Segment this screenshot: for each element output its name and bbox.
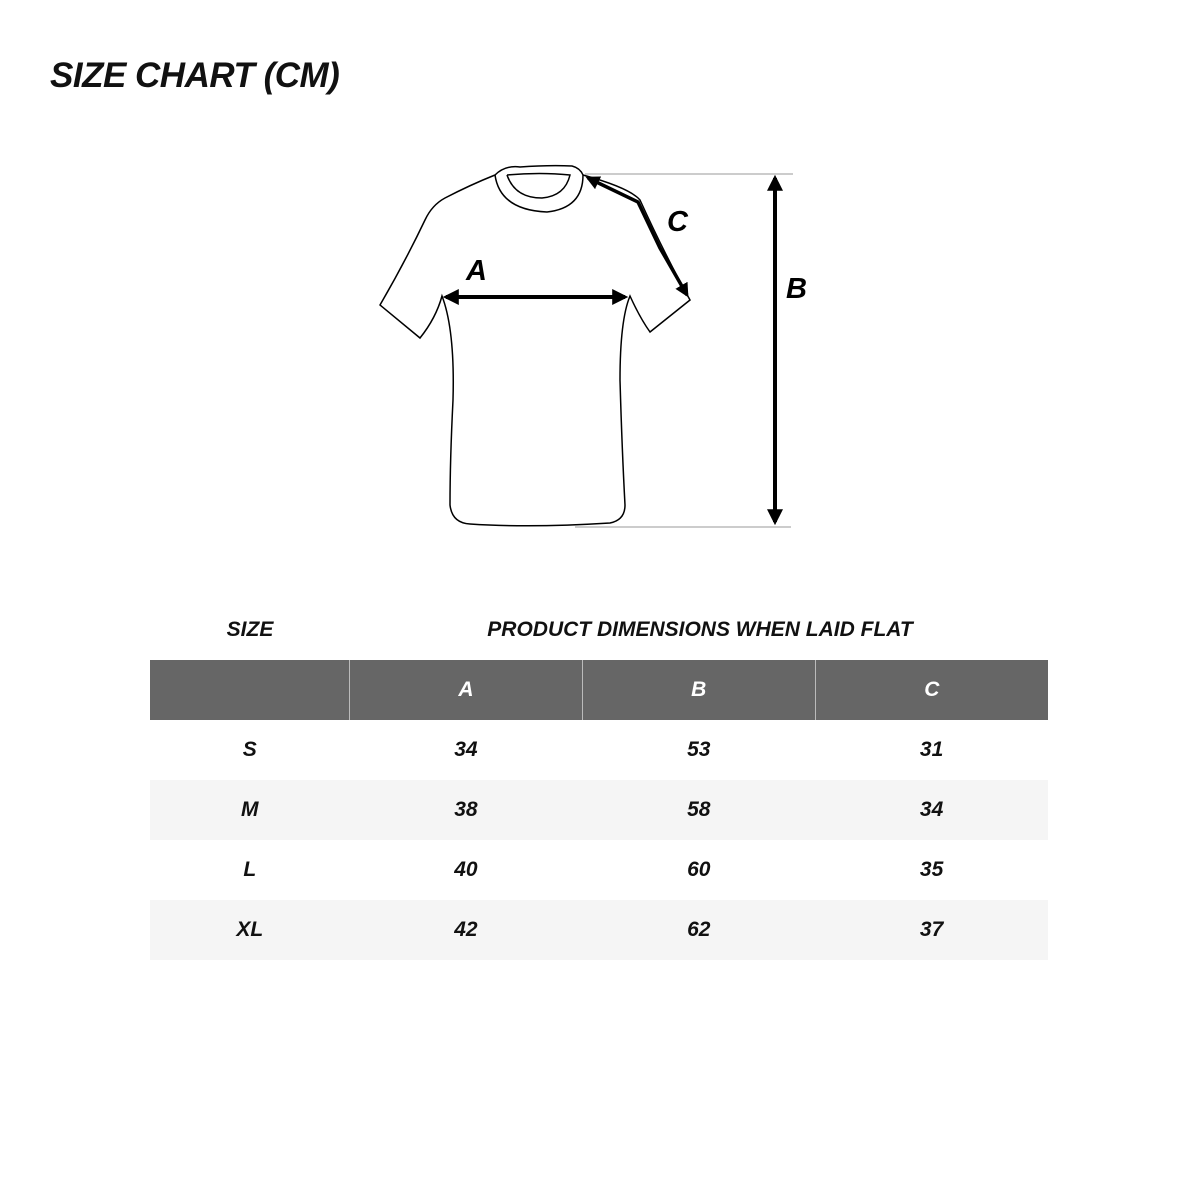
size-table: A B C S 34 53 31 M 38 58 34 L 40 60 35 X…: [150, 660, 1048, 960]
cell-c: 35: [919, 858, 944, 881]
header-size: [150, 660, 350, 720]
cell-a: 34: [454, 738, 478, 761]
arrow-c: [585, 176, 689, 298]
cell-size: L: [243, 858, 257, 881]
cell-size: M: [150, 780, 350, 840]
table-row: M 38 58 34: [150, 780, 1048, 840]
table-row: S 34 53 31: [150, 720, 1048, 780]
cell-b: 62: [582, 900, 816, 960]
cell-b: 60: [687, 858, 711, 881]
size-column-label: SIZE: [226, 618, 274, 641]
tshirt-diagram: A B C: [379, 164, 807, 528]
header-b: B: [581, 660, 816, 720]
cell-a: 38: [349, 780, 583, 840]
cell-size: S: [242, 738, 257, 761]
label-a: A: [465, 255, 487, 287]
cell-size: XL: [150, 900, 350, 960]
table-row: XL 42 62 37: [150, 900, 1048, 960]
dimensions-label: PRODUCT DIMENSIONS WHEN LAID FLAT: [487, 618, 913, 641]
cell-a: 40: [454, 858, 478, 881]
header-a: A: [349, 660, 583, 720]
cell-c: 31: [919, 738, 944, 761]
page-title: SIZE CHART (CM): [50, 56, 340, 95]
cell-c: 34: [815, 780, 1048, 840]
cell-b: 58: [582, 780, 816, 840]
label-c: C: [667, 206, 689, 238]
cell-b: 53: [687, 738, 711, 761]
label-b: B: [786, 273, 807, 305]
cell-a: 42: [349, 900, 583, 960]
table-row: L 40 60 35: [150, 840, 1048, 900]
header-c: C: [814, 660, 1048, 720]
cell-c: 37: [815, 900, 1048, 960]
table-header-row: A B C: [150, 660, 1048, 720]
tshirt-outline: [379, 164, 691, 527]
